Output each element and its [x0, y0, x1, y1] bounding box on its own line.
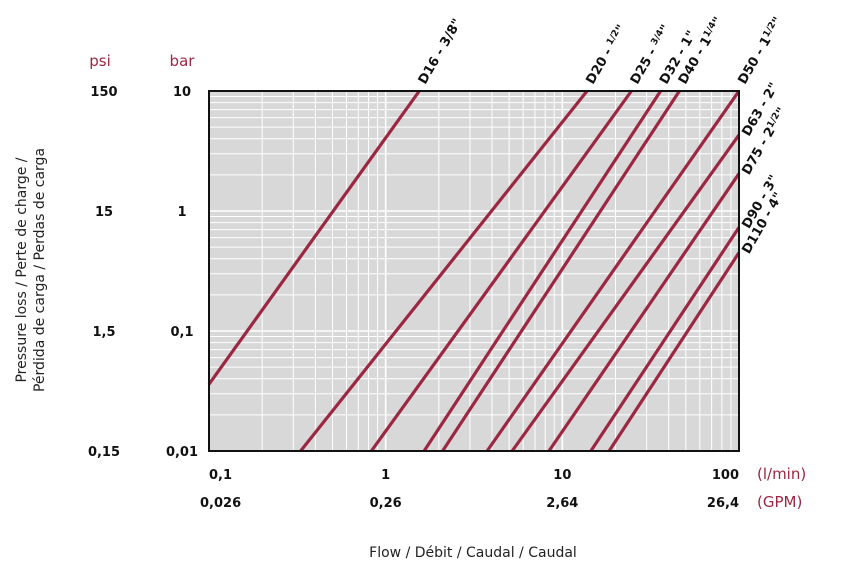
series-line — [207, 90, 421, 386]
y-axis-title-line1: Pressure loss / Perte de charge / — [14, 157, 30, 382]
y-unit-bar-header: bar — [170, 52, 196, 70]
x-tick-label-lmin: 100 — [712, 468, 739, 483]
series-line — [607, 251, 741, 452]
y-tick-label-bar: 0,1 — [170, 325, 193, 340]
y-tick-label-psi: 150 — [90, 85, 117, 100]
y-tick-label-bar: 1 — [177, 205, 186, 220]
series-line — [422, 90, 662, 452]
curve-label: D20 - 1/2" — [584, 22, 630, 87]
series-line — [299, 90, 589, 452]
x-tick-label-lmin: 0,1 — [209, 468, 232, 483]
x-tick-label-lmin: 1 — [381, 468, 390, 483]
curve-label-main: D16 - 3/8 — [416, 22, 462, 87]
series-line — [547, 172, 741, 452]
y-tick-label-psi: 15 — [95, 205, 113, 220]
series-curves — [207, 90, 741, 452]
y-tick-label-psi: 0,15 — [88, 445, 120, 460]
curve-label: D50 - 11/2" — [735, 15, 785, 87]
curve-label-main: D20 - — [584, 42, 619, 87]
y-tick-label-bar: 0,01 — [166, 445, 198, 460]
series-line — [510, 134, 741, 452]
x-tick-label-gpm: 0,26 — [370, 496, 402, 511]
x-tick-label-gpm: 0,026 — [200, 496, 241, 511]
series-line — [485, 90, 741, 452]
x-tick-label-lmin: 10 — [553, 468, 571, 483]
x-tick-labels: 0,1 0,026 1 0,26 10 2,64 100 26,4 — [200, 468, 739, 511]
x-tick-label-gpm: 26,4 — [707, 496, 739, 511]
x-axis-title: Flow / Débit / Caudal / Caudal — [369, 545, 577, 561]
y-tick-label-psi: 1,5 — [92, 325, 115, 340]
y-tick-label-bar: 10 — [173, 85, 191, 100]
y-axis-title: Pressure loss / Perte de charge / Pérdid… — [14, 148, 48, 392]
y-unit-psi-header: psi — [89, 52, 111, 70]
series-line — [589, 226, 741, 452]
plot-frame — [208, 90, 740, 452]
plot-area — [209, 91, 739, 451]
curve-label-main: D50 - 1 — [735, 34, 774, 87]
series-line — [441, 90, 681, 452]
x-unit-lmin: (l/min) — [757, 465, 806, 483]
y-tick-labels: 10 150 1 15 0,1 1,5 0,01 0,15 — [88, 85, 198, 460]
x-tick-label-gpm: 2,64 — [546, 496, 578, 511]
curve-label: D16 - 3/8" — [416, 16, 465, 87]
series-line — [370, 90, 633, 452]
x-unit-gpm: (GPM) — [757, 493, 802, 511]
y-axis-title-line2: Pérdida de carga / Perdas de carga — [32, 148, 48, 392]
